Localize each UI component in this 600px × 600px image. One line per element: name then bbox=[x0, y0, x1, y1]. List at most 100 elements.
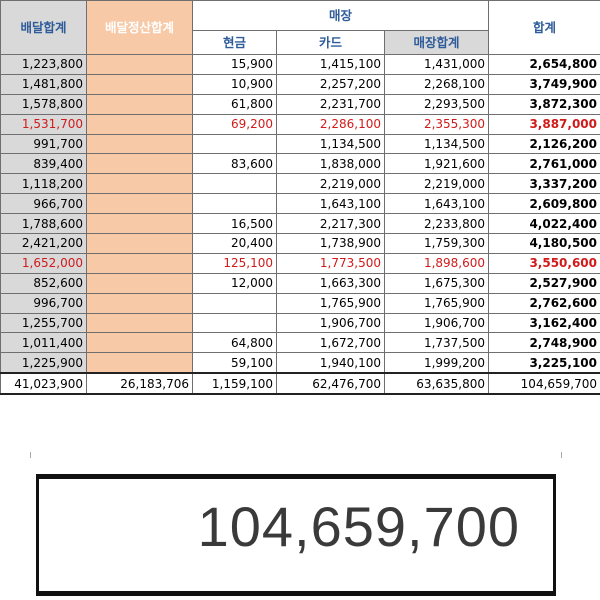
delivery-cell[interactable]: 991,700 bbox=[0, 133, 87, 155]
cash-cell[interactable]: 15,900 bbox=[192, 54, 277, 75]
store-total-cell[interactable]: 1,134,500 bbox=[383, 133, 490, 155]
cash-cell[interactable] bbox=[192, 292, 277, 314]
store-total-cell[interactable]: 2,219,000 bbox=[383, 173, 490, 195]
grand-total-cell[interactable]: 2,527,900 bbox=[488, 272, 600, 294]
settlement-cell[interactable] bbox=[86, 332, 193, 354]
grand-total-cell[interactable]: 3,887,000 bbox=[488, 113, 600, 135]
store-total-cell[interactable]: 1,898,600 bbox=[383, 252, 490, 274]
card-cell[interactable]: 1,672,700 bbox=[276, 332, 385, 354]
grand-total-cell[interactable]: 2,609,800 bbox=[488, 193, 600, 215]
header-store-total[interactable]: 매장합계 bbox=[383, 30, 490, 55]
card-cell[interactable]: 2,217,300 bbox=[276, 213, 385, 235]
cash-cell[interactable]: 69,200 bbox=[192, 113, 277, 135]
settlement-cell[interactable] bbox=[86, 173, 193, 195]
settlement-cell[interactable] bbox=[86, 233, 193, 254]
store-total-cell[interactable]: 1,999,200 bbox=[383, 352, 490, 374]
settlement-cell[interactable] bbox=[86, 54, 193, 75]
delivery-cell[interactable]: 1,788,600 bbox=[0, 213, 87, 235]
grand-total-cell[interactable]: 2,654,800 bbox=[488, 54, 600, 75]
header-card[interactable]: 카드 bbox=[276, 30, 385, 55]
delivery-cell[interactable]: 2,421,200 bbox=[0, 233, 87, 254]
store-total-cell[interactable]: 1,737,500 bbox=[383, 332, 490, 354]
card-cell[interactable]: 1,940,100 bbox=[276, 352, 385, 374]
grand-total-cell[interactable]: 2,126,200 bbox=[488, 133, 600, 155]
settlement-cell[interactable] bbox=[86, 272, 193, 294]
total-delivery-cell[interactable]: 41,023,900 bbox=[0, 372, 87, 396]
delivery-cell[interactable]: 1,225,900 bbox=[0, 352, 87, 374]
settlement-cell[interactable] bbox=[86, 352, 193, 374]
delivery-cell[interactable]: 852,600 bbox=[0, 272, 87, 294]
delivery-cell[interactable]: 1,255,700 bbox=[0, 312, 87, 334]
grand-total-cell[interactable]: 2,761,000 bbox=[488, 153, 600, 175]
cash-cell[interactable]: 12,000 bbox=[192, 272, 277, 294]
store-total-cell[interactable]: 2,355,300 bbox=[383, 113, 490, 135]
settlement-cell[interactable] bbox=[86, 193, 193, 215]
cash-cell[interactable]: 64,800 bbox=[192, 332, 277, 354]
total-grand-cell[interactable]: 104,659,700 bbox=[488, 372, 600, 396]
card-cell[interactable]: 1,773,500 bbox=[276, 252, 385, 274]
cash-cell[interactable]: 125,100 bbox=[192, 252, 277, 274]
store-total-cell[interactable]: 2,268,100 bbox=[383, 73, 490, 95]
cash-cell[interactable] bbox=[192, 193, 277, 215]
delivery-cell[interactable]: 1,223,800 bbox=[0, 54, 87, 75]
settlement-cell[interactable] bbox=[86, 292, 193, 314]
delivery-cell[interactable]: 1,578,800 bbox=[0, 93, 87, 115]
settlement-cell[interactable] bbox=[86, 73, 193, 95]
grand-total-cell[interactable]: 3,162,400 bbox=[488, 312, 600, 334]
card-cell[interactable]: 1,738,900 bbox=[276, 233, 385, 254]
card-cell[interactable]: 1,415,100 bbox=[276, 54, 385, 75]
cash-cell[interactable] bbox=[192, 312, 277, 334]
card-cell[interactable]: 2,219,000 bbox=[276, 173, 385, 195]
card-cell[interactable]: 1,643,100 bbox=[276, 193, 385, 215]
settlement-cell[interactable] bbox=[86, 312, 193, 334]
delivery-cell[interactable]: 1,481,800 bbox=[0, 73, 87, 95]
delivery-cell[interactable]: 839,400 bbox=[0, 153, 87, 175]
cash-cell[interactable]: 10,900 bbox=[192, 73, 277, 95]
card-cell[interactable]: 2,286,100 bbox=[276, 113, 385, 135]
header-store-group[interactable]: 매장 bbox=[191, 0, 490, 31]
store-total-cell[interactable]: 1,759,300 bbox=[383, 233, 490, 254]
header-delivery-settlement-total[interactable]: 배달정산합계 bbox=[86, 0, 193, 55]
store-total-cell[interactable]: 1,921,600 bbox=[383, 153, 490, 175]
header-cash[interactable]: 현금 bbox=[192, 30, 277, 55]
delivery-cell[interactable]: 1,652,000 bbox=[0, 252, 87, 274]
settlement-cell[interactable] bbox=[86, 153, 193, 175]
settlement-cell[interactable] bbox=[86, 252, 193, 274]
grand-total-cell[interactable]: 3,749,900 bbox=[488, 73, 600, 95]
total-cash-cell[interactable]: 1,159,100 bbox=[192, 372, 277, 396]
settlement-cell[interactable] bbox=[86, 133, 193, 155]
store-total-cell[interactable]: 1,431,000 bbox=[383, 54, 490, 75]
card-cell[interactable]: 2,231,700 bbox=[276, 93, 385, 115]
cash-cell[interactable]: 83,600 bbox=[192, 153, 277, 175]
card-cell[interactable]: 1,765,900 bbox=[276, 292, 385, 314]
grand-total-cell[interactable]: 3,337,200 bbox=[488, 173, 600, 195]
store-total-cell[interactable]: 1,675,300 bbox=[383, 272, 490, 294]
cash-cell[interactable]: 16,500 bbox=[192, 213, 277, 235]
cash-cell[interactable] bbox=[192, 173, 277, 195]
total-settlement-cell[interactable]: 26,183,706 bbox=[86, 372, 193, 396]
settlement-cell[interactable] bbox=[86, 213, 193, 235]
card-cell[interactable]: 1,134,500 bbox=[276, 133, 385, 155]
grand-total-cell[interactable]: 3,872,300 bbox=[488, 93, 600, 115]
delivery-cell[interactable]: 1,011,400 bbox=[0, 332, 87, 354]
card-cell[interactable]: 2,257,200 bbox=[276, 73, 385, 95]
header-delivery-total[interactable]: 배달합계 bbox=[0, 0, 87, 55]
settlement-cell[interactable] bbox=[86, 113, 193, 135]
total-card-cell[interactable]: 62,476,700 bbox=[276, 372, 385, 396]
grand-total-cell[interactable]: 3,225,100 bbox=[488, 352, 600, 374]
grand-total-cell[interactable]: 2,748,900 bbox=[488, 332, 600, 354]
store-total-cell[interactable]: 2,293,500 bbox=[383, 93, 490, 115]
grand-total-cell[interactable]: 3,550,600 bbox=[488, 252, 600, 274]
card-cell[interactable]: 1,838,000 bbox=[276, 153, 385, 175]
cash-cell[interactable]: 20,400 bbox=[192, 233, 277, 254]
grand-total-cell[interactable]: 4,180,500 bbox=[488, 233, 600, 254]
cash-cell[interactable]: 59,100 bbox=[192, 352, 277, 374]
grand-total-cell[interactable]: 2,762,600 bbox=[488, 292, 600, 314]
store-total-cell[interactable]: 1,906,700 bbox=[383, 312, 490, 334]
card-cell[interactable]: 1,906,700 bbox=[276, 312, 385, 334]
delivery-cell[interactable]: 1,531,700 bbox=[0, 113, 87, 135]
settlement-cell[interactable] bbox=[86, 93, 193, 115]
store-total-cell[interactable]: 1,765,900 bbox=[383, 292, 490, 314]
header-grand-total[interactable]: 합계 bbox=[488, 0, 600, 55]
delivery-cell[interactable]: 996,700 bbox=[0, 292, 87, 314]
